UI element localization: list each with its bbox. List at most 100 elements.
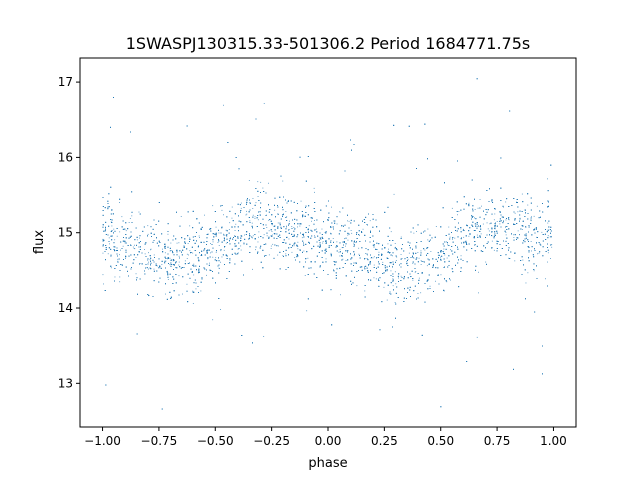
data-point <box>344 238 345 240</box>
data-point <box>308 225 310 227</box>
data-point <box>460 228 462 230</box>
data-point <box>547 252 549 254</box>
data-point <box>429 285 431 287</box>
data-point <box>481 205 482 207</box>
data-point <box>270 245 272 247</box>
data-point <box>286 225 287 227</box>
data-point <box>551 246 553 248</box>
data-point <box>167 258 168 260</box>
data-point <box>176 242 178 244</box>
data-point <box>435 226 437 227</box>
data-point <box>304 275 306 276</box>
data-point <box>274 209 276 211</box>
data-point <box>257 196 259 197</box>
data-point <box>435 280 436 282</box>
data-point <box>394 302 396 303</box>
data-point <box>496 221 498 222</box>
data-point <box>144 249 145 250</box>
data-point <box>430 251 432 252</box>
data-point <box>342 241 344 243</box>
data-point <box>398 277 399 279</box>
data-point <box>322 242 324 244</box>
data-point <box>383 286 385 288</box>
data-point <box>186 258 188 259</box>
data-point <box>505 219 507 221</box>
data-point <box>313 187 315 189</box>
data-point <box>200 290 202 292</box>
data-point <box>302 235 304 236</box>
data-point <box>472 225 474 227</box>
data-point <box>243 242 245 244</box>
data-point <box>199 237 200 238</box>
data-point <box>505 232 507 233</box>
data-point <box>488 230 490 232</box>
data-point <box>215 257 217 259</box>
data-point <box>107 253 109 255</box>
data-point <box>547 235 549 237</box>
data-point <box>460 255 462 257</box>
data-point <box>522 259 524 261</box>
data-point <box>198 235 200 237</box>
data-point <box>514 252 516 254</box>
data-point <box>476 234 478 236</box>
data-point <box>170 242 172 244</box>
data-point <box>277 222 279 224</box>
data-point <box>226 236 228 238</box>
data-point <box>353 255 355 257</box>
data-point <box>119 281 121 283</box>
data-point <box>550 258 551 259</box>
data-point <box>427 239 429 241</box>
data-point <box>314 235 315 237</box>
data-point <box>476 336 478 338</box>
data-point <box>221 209 223 211</box>
data-point <box>111 209 113 211</box>
chart-title: 1SWASPJ130315.33-501306.2 Period 1684771… <box>126 34 531 53</box>
data-point <box>301 237 303 239</box>
data-point <box>477 207 479 209</box>
data-point <box>207 258 209 260</box>
data-point <box>288 238 290 240</box>
data-point <box>294 257 296 258</box>
data-point <box>475 244 476 245</box>
data-point <box>347 220 348 222</box>
data-point <box>387 243 389 245</box>
data-point <box>169 257 171 259</box>
data-point <box>369 220 371 222</box>
data-point <box>426 265 428 267</box>
data-point <box>129 218 131 219</box>
data-point <box>368 265 369 267</box>
data-point <box>351 232 353 234</box>
data-point <box>527 204 529 206</box>
data-point <box>184 260 186 262</box>
data-point <box>260 181 262 183</box>
data-point <box>237 252 239 254</box>
data-point <box>547 178 548 180</box>
data-point <box>513 234 515 236</box>
data-point <box>381 253 383 255</box>
data-point <box>135 273 137 275</box>
data-point <box>480 233 482 235</box>
data-point <box>413 257 415 259</box>
data-point <box>271 224 273 226</box>
data-point <box>147 233 149 235</box>
data-point <box>237 248 239 250</box>
data-point <box>195 288 197 290</box>
data-point <box>330 252 332 254</box>
data-point <box>246 210 247 212</box>
data-point <box>437 254 439 256</box>
data-point <box>178 255 180 257</box>
data-point <box>248 180 250 181</box>
data-point <box>420 250 422 252</box>
data-point <box>252 268 253 270</box>
data-point <box>486 222 488 224</box>
data-point <box>119 254 120 256</box>
data-point <box>263 103 265 104</box>
data-point <box>474 217 475 219</box>
data-point <box>293 227 295 228</box>
data-point <box>252 235 254 237</box>
data-point <box>263 336 265 337</box>
data-point <box>499 223 501 225</box>
data-point <box>519 217 521 219</box>
data-point <box>203 250 205 252</box>
